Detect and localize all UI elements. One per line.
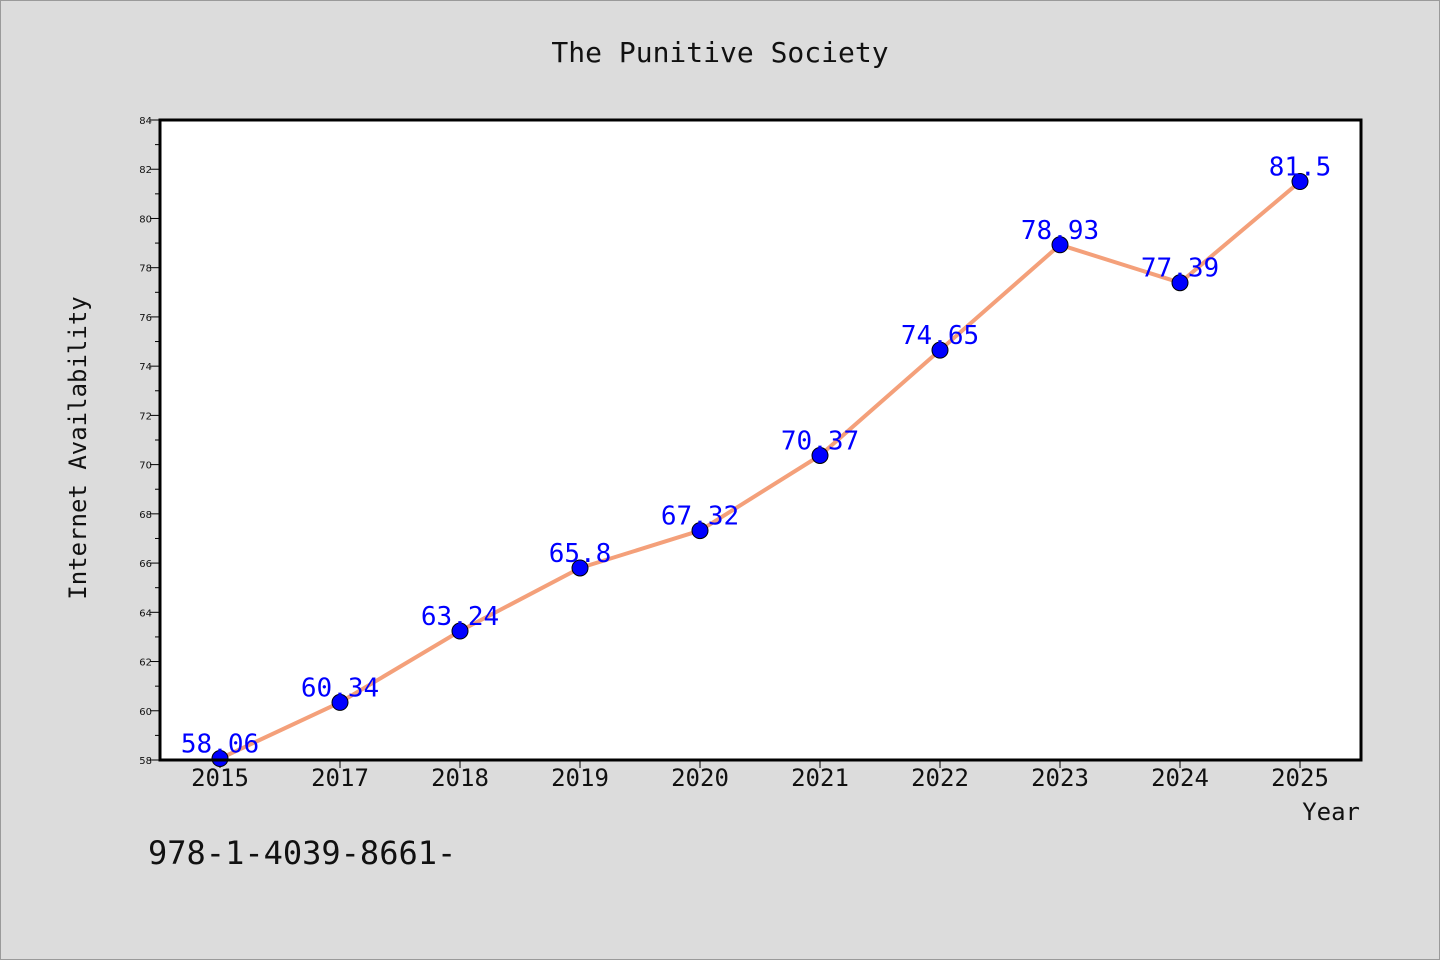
data-point bbox=[1291, 173, 1309, 191]
x-tick-label: 2015 bbox=[191, 764, 249, 792]
data-labels: 58.06 60.34 63.24 65.8 67.32 70.37 74.65 78.93 7… bbox=[181, 153, 1331, 760]
x-tick-label: 2021 bbox=[791, 764, 849, 792]
data-label: 63.24 bbox=[421, 602, 499, 632]
data-label: 74.65 bbox=[901, 321, 979, 351]
y-tick-label: 68 bbox=[139, 510, 152, 521]
data-point bbox=[691, 522, 709, 540]
x-axis-label: Year bbox=[1302, 798, 1360, 826]
data-label: 67.32 bbox=[661, 502, 739, 532]
data-point bbox=[811, 447, 829, 465]
x-tick-label: 2020 bbox=[671, 764, 729, 792]
chart-title: The Punitive Society bbox=[551, 36, 888, 69]
data-markers bbox=[211, 173, 1309, 768]
data-label: 60.34 bbox=[301, 673, 379, 703]
y-axis-label: Internet Availability bbox=[64, 296, 92, 599]
y-tick-label: 72 bbox=[139, 411, 152, 422]
y-tick-label: 82 bbox=[139, 165, 152, 176]
data-point bbox=[451, 622, 469, 640]
plot-border bbox=[158, 118, 1363, 762]
data-label: 70.37 bbox=[781, 427, 859, 457]
data-point bbox=[571, 559, 589, 577]
y-tick-label: 60 bbox=[139, 707, 152, 718]
y-tick-label: 76 bbox=[139, 313, 152, 324]
plot-area bbox=[160, 120, 1361, 760]
data-point bbox=[1171, 274, 1189, 292]
x-tick-label: 2019 bbox=[551, 764, 609, 792]
footer-text: 978-1-4039-8661- bbox=[148, 834, 456, 872]
data-point bbox=[931, 341, 949, 359]
y-tick-label: 78 bbox=[139, 264, 152, 275]
x-tick-label: 2024 bbox=[1151, 764, 1209, 792]
y-tick-label: 62 bbox=[139, 658, 152, 669]
y-tick-label: 84 bbox=[139, 116, 152, 127]
data-label: 58.06 bbox=[181, 730, 259, 760]
data-label: 78.93 bbox=[1021, 216, 1099, 246]
data-label: 77.39 bbox=[1141, 254, 1219, 284]
y-tick-label: 64 bbox=[139, 608, 152, 619]
series-line bbox=[218, 179, 1302, 761]
x-tick-label: 2018 bbox=[431, 764, 489, 792]
y-tick-label: 70 bbox=[139, 461, 152, 472]
y-axis-ticks: 58 60 62 64 66 68 70 72 74 76 78 80 82 84 bbox=[139, 116, 160, 767]
y-tick-label: 74 bbox=[139, 362, 152, 373]
x-axis-ticks: 2015 2017 2018 2019 2020 2021 2022 2023 2024 2025 bbox=[191, 760, 1329, 792]
data-point bbox=[1051, 236, 1069, 254]
data-label: 65.8 bbox=[549, 539, 612, 569]
data-label: 81.5 bbox=[1269, 153, 1332, 183]
x-tick-label: 2023 bbox=[1031, 764, 1089, 792]
x-tick-label: 2025 bbox=[1271, 764, 1329, 792]
y-tick-label: 66 bbox=[139, 559, 152, 570]
y-tick-label: 80 bbox=[139, 214, 152, 225]
x-tick-label: 2017 bbox=[311, 764, 369, 792]
data-point bbox=[331, 693, 349, 711]
x-tick-label: 2022 bbox=[911, 764, 969, 792]
y-tick-label: 58 bbox=[139, 756, 152, 767]
